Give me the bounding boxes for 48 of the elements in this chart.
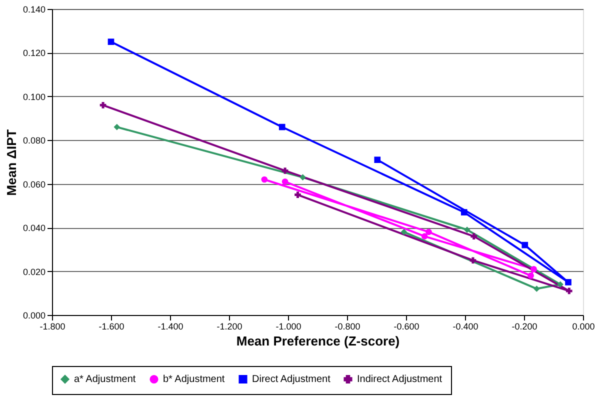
point bbox=[278, 124, 286, 130]
point bbox=[108, 38, 114, 45]
point bbox=[282, 168, 288, 174]
point bbox=[528, 272, 534, 279]
x-tick-label: -0.800 bbox=[334, 322, 360, 332]
point bbox=[400, 228, 408, 236]
point bbox=[522, 242, 528, 248]
x-tick-label: -1.400 bbox=[158, 322, 184, 332]
point bbox=[557, 281, 564, 288]
legend-label: Direct Adjustment bbox=[252, 374, 331, 386]
point bbox=[530, 266, 537, 272]
legend-label: Indirect Adjustment bbox=[357, 374, 442, 386]
x-tick-label: 0.000 bbox=[572, 322, 595, 332]
point bbox=[114, 124, 120, 130]
x-tick-label: -1.600 bbox=[98, 322, 124, 332]
point bbox=[566, 288, 572, 294]
x-tick-label: -1.800 bbox=[40, 322, 66, 332]
point bbox=[374, 156, 381, 163]
point bbox=[464, 226, 470, 233]
point bbox=[300, 174, 306, 180]
x-axis-title: Mean Preference (Z-score) bbox=[236, 334, 400, 348]
legend-label: a* Adjustment bbox=[74, 374, 136, 386]
x-tick-label: -0.400 bbox=[452, 322, 478, 332]
point bbox=[565, 279, 572, 286]
y-tick-label: 0.140 bbox=[22, 4, 46, 14]
point bbox=[100, 102, 106, 108]
y-tick-label: 0.040 bbox=[22, 223, 46, 234]
y-axis-title: Mean ΔIPT bbox=[4, 129, 19, 196]
y-tick-label: 0.000 bbox=[22, 310, 46, 320]
legend-label: b* Adjustment bbox=[163, 374, 225, 386]
point bbox=[470, 233, 478, 240]
point bbox=[470, 257, 476, 264]
point bbox=[426, 228, 432, 236]
point bbox=[261, 176, 268, 183]
y-tick-label: 0.020 bbox=[22, 266, 46, 277]
point bbox=[460, 209, 468, 216]
point bbox=[421, 233, 428, 240]
x-tick-label: -0.200 bbox=[512, 322, 538, 332]
point bbox=[534, 286, 540, 292]
y-tick-label: 0.120 bbox=[22, 48, 46, 58]
x-tick-label: -1.200 bbox=[216, 322, 242, 332]
point bbox=[294, 192, 301, 198]
y-tick-label: 0.100 bbox=[22, 92, 46, 102]
x-tick-label: -1.000 bbox=[276, 322, 302, 332]
point bbox=[282, 178, 288, 185]
x-tick-label: -0.600 bbox=[394, 322, 420, 332]
y-tick-label: 0.060 bbox=[22, 179, 46, 190]
y-tick-label: 0.080 bbox=[22, 136, 46, 146]
